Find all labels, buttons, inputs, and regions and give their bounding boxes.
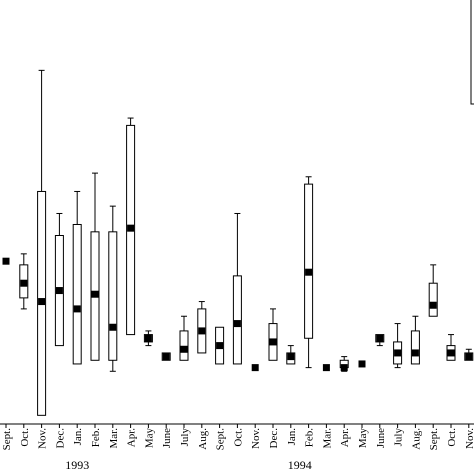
median-marker [144,334,152,342]
x-tick-label: Aug. [410,428,422,450]
median-marker [180,345,188,353]
box-3 [54,212,64,347]
boxes-layer [2,69,474,416]
box-14 [251,364,259,372]
year-labels: 1993 1994 [65,458,312,472]
box-6 [108,205,118,372]
median-marker [305,268,313,276]
median-marker [233,320,241,328]
median-marker [55,287,63,295]
box-1 [19,253,29,310]
x-tick-label: Sept. [428,428,440,451]
x-axis [0,423,474,428]
x-tick-label: June [375,428,387,448]
x-tick-label: July [179,428,191,447]
x-tick-label: Dec. [268,428,280,449]
iqr-box [72,223,82,365]
box-18 [322,364,330,372]
x-tick-label: Apr. [126,428,138,448]
box-19 [339,356,349,372]
box-4 [72,190,82,365]
x-tick-label: Jan. [72,428,84,446]
year-label: 1993 [65,458,89,472]
box-23 [410,315,420,365]
box-8 [143,330,153,347]
x-tick-label: Apr. [339,428,351,448]
box-0 [2,257,10,265]
box-17 [304,176,314,369]
x-tick-label: Sept. [215,428,227,451]
iqr-box [232,275,242,365]
box-5 [90,172,100,361]
iqr-box [179,330,189,361]
median-marker [251,364,259,372]
legend-box [470,0,474,105]
x-tick-label: Mar. [108,428,120,449]
year-label: 1994 [288,458,312,472]
x-tick-label: Nov. [250,428,262,449]
x-tick-label: Jan. [286,428,298,446]
median-marker [109,323,117,331]
x-tick-label: May [143,428,155,449]
median-marker [322,364,330,372]
x-tick-label: July [393,428,405,447]
median-marker [287,353,295,361]
median-marker [198,327,206,335]
median-marker [162,353,170,361]
x-tick-label: Oct. [232,428,244,447]
median-marker [20,279,28,287]
x-tick-label: Aug. [197,428,209,450]
median-marker [411,349,419,357]
median-marker [394,349,402,357]
iqr-box [410,330,420,365]
x-tick-label: June [161,428,173,448]
box-12 [215,326,225,365]
box-21 [375,334,385,347]
median-marker [73,305,81,313]
x-tick-label: Feb. [90,428,102,448]
box-24 [428,264,438,317]
iqr-box [108,231,118,361]
x-tick-label: Mar. [321,428,333,449]
box-13 [232,212,242,365]
x-tick-label: Nov. [464,428,474,449]
x-tick-label: Oct. [446,428,458,447]
median-marker [429,301,437,309]
x-tick-label: Feb. [304,428,316,448]
x-tick-label: Sept. [1,428,13,451]
median-marker [269,338,277,346]
median-marker [376,334,384,342]
box-2 [37,69,47,416]
box-7 [126,117,136,336]
box-15 [268,308,278,361]
iqr-box [428,282,438,317]
x-tick-labels: Sept. Oct. Nov. Dec. Jan. Feb. Mar. Apr. May June… [1,428,474,451]
x-tick-label: Dec. [54,428,66,449]
box-9 [161,352,171,361]
median-marker [38,298,46,306]
box-10 [179,315,189,361]
box-26 [464,348,474,361]
box-22 [393,323,403,369]
x-tick-label: May [357,428,369,449]
median-marker [358,360,366,368]
box-16 [286,345,296,365]
median-marker [465,353,473,361]
box-11 [197,301,207,354]
iqr-box [304,183,314,339]
median-marker [216,342,224,350]
median-marker [340,364,348,372]
median-marker [91,290,99,298]
median-marker [127,224,135,232]
box-25 [446,334,456,361]
median-marker [2,257,10,265]
legend [470,0,474,105]
box-20 [358,360,366,368]
x-tick-label: Nov. [37,428,49,449]
median-marker [447,349,455,357]
x-tick-label: Oct. [19,428,31,447]
